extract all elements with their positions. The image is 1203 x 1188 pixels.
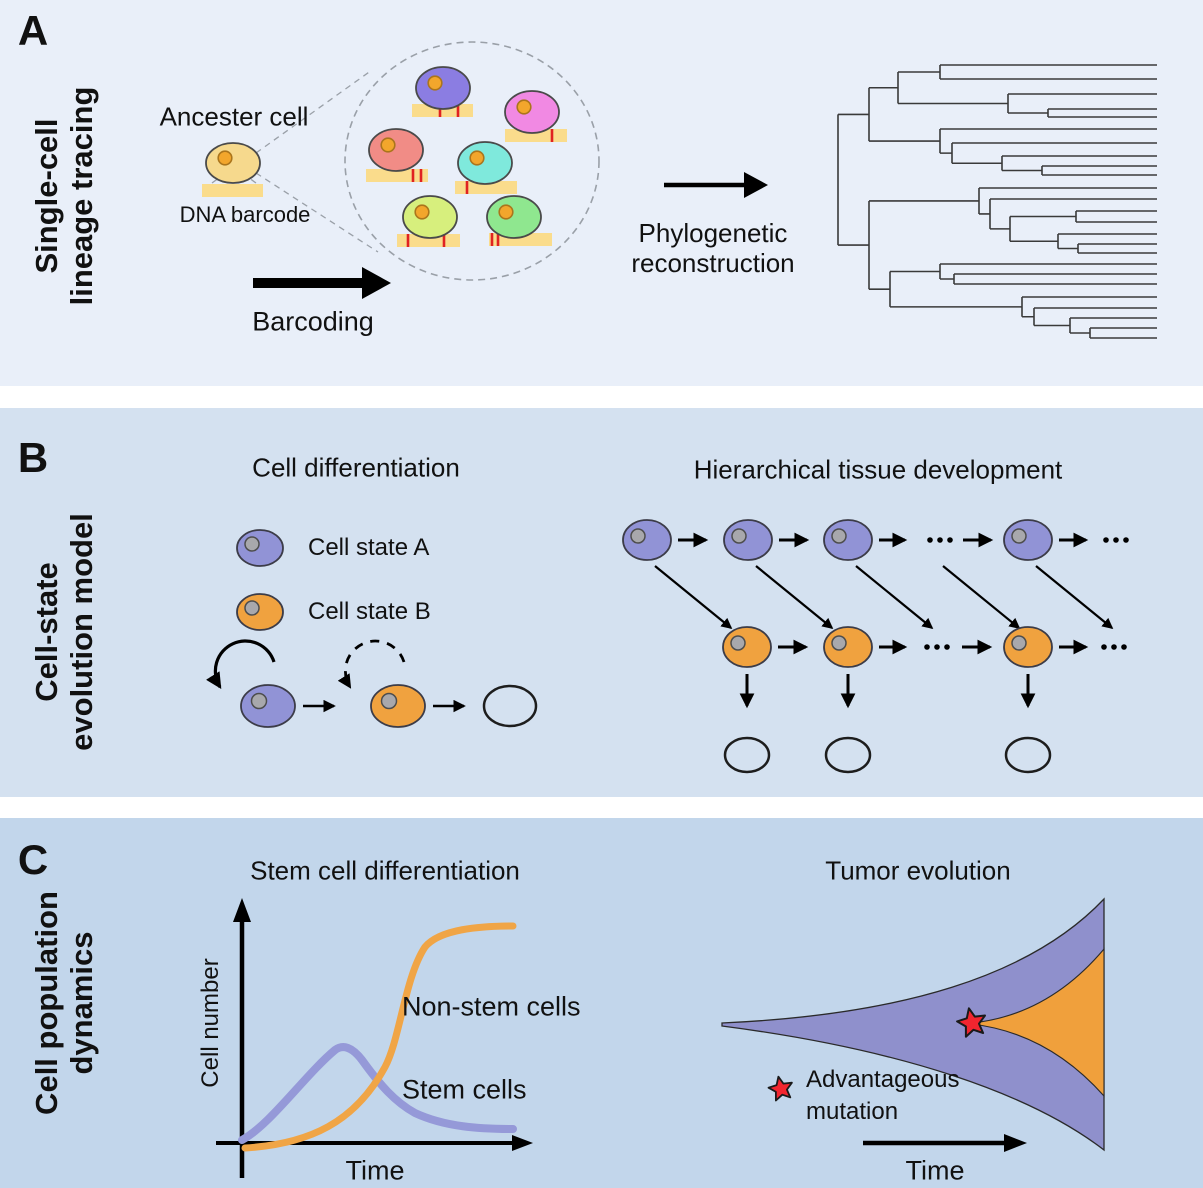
phylogenetic-reconstruction-label: Phylogenetic reconstruction bbox=[631, 218, 794, 278]
hierarchy-purple-row bbox=[622, 519, 1129, 561]
panel-c-cell-population-dynamics: C Cell population dynamics Stem cell dif… bbox=[0, 818, 1203, 1188]
tumor-clone-purple bbox=[721, 897, 1105, 1152]
mutation-star bbox=[956, 1007, 986, 1038]
phylogenetic-arrow bbox=[664, 172, 768, 198]
panel-c-side-line2: dynamics bbox=[64, 931, 99, 1075]
mutation-line1: Advantageous bbox=[806, 1066, 960, 1093]
tumor-time-arrow bbox=[863, 1134, 1027, 1152]
panel-b-graphics bbox=[205, 519, 1129, 774]
cell-state-b-node bbox=[370, 684, 426, 728]
panel-c-graphics bbox=[216, 897, 1105, 1178]
panel-a-side-line1: Single-cell bbox=[29, 118, 64, 274]
mutation-star-legend bbox=[767, 1075, 793, 1102]
mutation-line2: mutation bbox=[806, 1098, 899, 1125]
dead-cell-ellipses bbox=[723, 736, 1052, 774]
phylo-line1: Phylogenetic bbox=[638, 218, 788, 248]
tumor-evolution-title: Tumor evolution bbox=[825, 855, 1011, 886]
cell-differentiation-title: Cell differentiation bbox=[252, 452, 460, 483]
panel-b-letter: B bbox=[17, 434, 49, 481]
stem-differentiation-title: Stem cell differentiation bbox=[250, 855, 520, 886]
cell-state-a-label: Cell state A bbox=[308, 534, 430, 561]
x-axis-label: Time bbox=[345, 1155, 405, 1186]
panel-b-side-line1: Cell-state bbox=[29, 562, 64, 702]
phylogenetic-tree bbox=[837, 64, 1157, 339]
barcoded-cells bbox=[202, 66, 567, 247]
panel-b-side-line2: evolution model bbox=[64, 513, 99, 751]
panel-b-side-label: Cell-state evolution model bbox=[29, 513, 99, 751]
legend-cell-state-a bbox=[236, 529, 284, 567]
non-stem-cells-label: Non-stem cells bbox=[402, 991, 581, 1022]
self-renewal-loop-solid bbox=[205, 639, 276, 690]
stem-cells-curve bbox=[238, 1043, 517, 1144]
barcoding-arrow bbox=[253, 267, 391, 299]
self-renewal-loop-dashed bbox=[337, 639, 406, 689]
panel-c-side-label: Cell population dynamics bbox=[29, 891, 99, 1115]
panel-a-side-line2: lineage tracing bbox=[64, 86, 99, 306]
ancestor-cell-label: Ancester cell bbox=[159, 101, 309, 132]
cell-state-b-label: Cell state B bbox=[308, 598, 431, 625]
panel-c-letter: C bbox=[17, 836, 49, 883]
phylo-line2: reconstruction bbox=[631, 248, 795, 278]
panel-c-side-line1: Cell population bbox=[29, 891, 64, 1115]
panel-a-letter: A bbox=[17, 7, 49, 54]
barcoding-label: Barcoding bbox=[252, 306, 374, 337]
dna-barcode-label: DNA barcode bbox=[179, 202, 311, 227]
non-stem-cells-curve bbox=[241, 922, 517, 1152]
tumor-subclone-orange bbox=[971, 947, 1105, 1098]
legend-cell-state-b bbox=[236, 593, 284, 631]
ellipsis-dots bbox=[927, 537, 1129, 543]
death-arrows bbox=[739, 674, 1036, 709]
y-axis-label: Cell number bbox=[197, 958, 224, 1088]
stem-cells-label: Stem cells bbox=[402, 1074, 527, 1105]
panel-a-single-cell-lineage-tracing: A Single-cell lineage tracing Ancester c… bbox=[0, 0, 1203, 386]
diagonal-differentiation-arrows bbox=[654, 565, 1114, 630]
cell-state-a-node bbox=[240, 684, 296, 728]
dead-cell-ellipse bbox=[482, 684, 538, 728]
tumor-x-axis-label: Time bbox=[905, 1155, 965, 1186]
hierarchical-title: Hierarchical tissue development bbox=[693, 454, 1063, 485]
hierarchy-orange-row bbox=[722, 626, 1127, 668]
advantageous-mutation-label: Advantageous mutation bbox=[806, 1064, 959, 1128]
panel-a-graphics bbox=[202, 41, 1157, 339]
panel-a-side-label: Single-cell lineage tracing bbox=[29, 87, 99, 306]
panel-b-cell-state-evolution-model: B Cell-state evolution model Cell differ… bbox=[0, 408, 1203, 797]
ellipsis-dots bbox=[924, 644, 1127, 650]
stem-plot-axes bbox=[216, 898, 533, 1178]
magnifier-circle bbox=[344, 41, 600, 281]
